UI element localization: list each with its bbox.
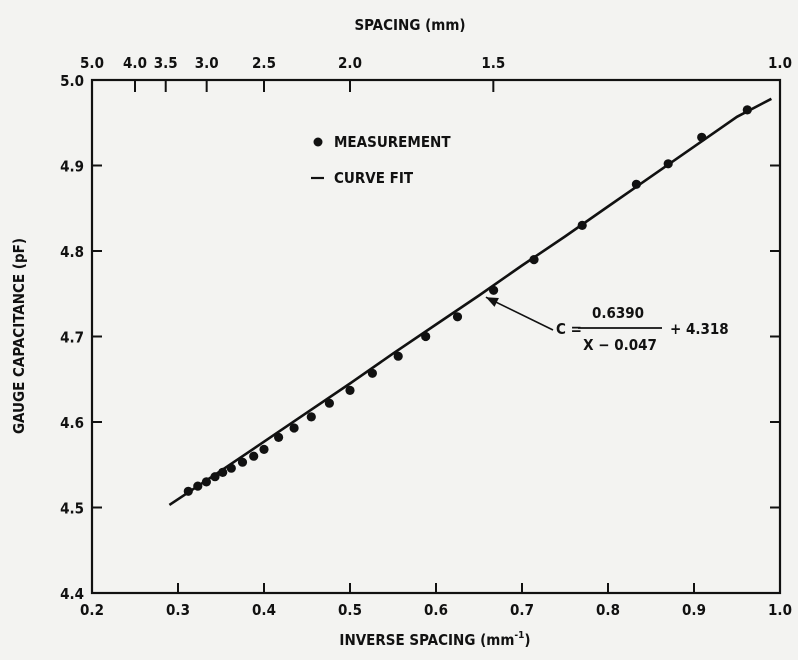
x-tick-label: 0.3 bbox=[166, 601, 190, 619]
fit-equation-annotation: C = 0.6390 X − 0.047 + 4.318 bbox=[485, 296, 729, 354]
x-tick-label: 0.2 bbox=[80, 601, 104, 619]
annotation-arrow bbox=[485, 296, 554, 331]
x-tick-label: 0.8 bbox=[596, 601, 620, 619]
measurement-point bbox=[306, 412, 316, 422]
top-tick-label: 3.0 bbox=[195, 54, 219, 72]
measurement-point bbox=[237, 457, 248, 467]
top-tick-label: 3.5 bbox=[154, 54, 178, 72]
top-tick-label: 4.0 bbox=[123, 54, 147, 72]
measurement-point bbox=[529, 255, 539, 265]
x-axis-title-sup: -1 bbox=[514, 630, 524, 641]
curve-fit-layer bbox=[168, 97, 773, 506]
measurement-point bbox=[631, 179, 642, 189]
measurement-point bbox=[742, 105, 752, 115]
measurement-point bbox=[663, 159, 673, 169]
measurement-point bbox=[289, 423, 299, 433]
y-tick-label: 4.4 bbox=[60, 585, 84, 603]
measurement-point bbox=[489, 285, 499, 295]
top-axis-ticks: 5.0 4.0 3.5 3.0 2.5 2.0 1.5 1.0 bbox=[80, 54, 792, 92]
top-tick-label: 1.0 bbox=[768, 54, 792, 72]
top-tick-label: 2.0 bbox=[338, 54, 362, 72]
measurement-point bbox=[393, 351, 403, 361]
measurement-point bbox=[259, 444, 269, 454]
measurement-point bbox=[452, 312, 463, 322]
x-tick-label: 0.6 bbox=[424, 601, 448, 619]
equation-lhs: C = bbox=[556, 320, 582, 338]
measurement-point bbox=[274, 432, 284, 442]
measurement-point bbox=[201, 477, 211, 487]
x-axis-title-base: INVERSE SPACING (mm bbox=[339, 631, 514, 649]
equation-numerator: 0.6390 bbox=[592, 304, 644, 322]
top-tick-label: 1.5 bbox=[481, 54, 505, 72]
top-tick-label: 2.5 bbox=[252, 54, 276, 72]
top-tick-label: 5.0 bbox=[80, 54, 104, 72]
y-axis-ticks: 4.4 4.5 4.6 4.7 4.8 4.9 5.0 bbox=[60, 72, 780, 603]
x-tick-label: 1.0 bbox=[768, 601, 792, 619]
legend-label-measurement: MEASUREMENT bbox=[334, 133, 451, 151]
x-axis-title: INVERSE SPACING (mm-1) bbox=[339, 630, 530, 649]
measurement-point bbox=[193, 481, 203, 491]
measurement-point bbox=[210, 472, 220, 482]
measurement-point bbox=[697, 132, 707, 142]
x-tick-label: 0.4 bbox=[252, 601, 276, 619]
measurement-point bbox=[218, 467, 228, 477]
y-tick-label: 4.6 bbox=[60, 414, 84, 432]
y-tick-label: 4.7 bbox=[60, 329, 84, 347]
y-tick-label: 4.8 bbox=[60, 243, 84, 261]
measurement-point bbox=[577, 220, 587, 230]
equation-tail: + 4.318 bbox=[670, 320, 729, 338]
measurement-points-layer bbox=[183, 105, 752, 496]
measurement-point bbox=[421, 331, 431, 342]
measurement-point bbox=[249, 451, 259, 461]
y-tick-label: 4.5 bbox=[60, 500, 84, 518]
x-tick-label: 0.7 bbox=[510, 601, 534, 619]
x-tick-label: 0.9 bbox=[682, 601, 706, 619]
legend-marker-measurement bbox=[313, 137, 323, 147]
top-axis-title: SPACING (mm) bbox=[354, 16, 465, 34]
measurement-point bbox=[183, 486, 193, 496]
y-axis-title: GAUGE CAPACITANCE (pF) bbox=[10, 238, 28, 434]
x-axis-ticks: 0.2 0.3 0.4 0.5 0.6 0.7 0.8 0.9 1.0 bbox=[80, 583, 792, 619]
measurement-point bbox=[367, 368, 377, 378]
annotation-arrowhead bbox=[485, 297, 499, 307]
measurement-point bbox=[324, 398, 334, 408]
y-tick-label: 5.0 bbox=[60, 72, 84, 90]
y-tick-label: 4.9 bbox=[60, 158, 84, 176]
equation-denominator: X − 0.047 bbox=[583, 336, 657, 354]
x-axis-title-tail: ) bbox=[524, 631, 530, 649]
measurement-point bbox=[226, 463, 236, 473]
x-tick-label: 0.5 bbox=[338, 601, 362, 619]
measurement-point bbox=[345, 385, 355, 395]
legend: MEASUREMENT CURVE FIT bbox=[311, 133, 451, 187]
legend-label-curve-fit: CURVE FIT bbox=[334, 169, 414, 187]
curve-fit-line bbox=[168, 97, 773, 506]
